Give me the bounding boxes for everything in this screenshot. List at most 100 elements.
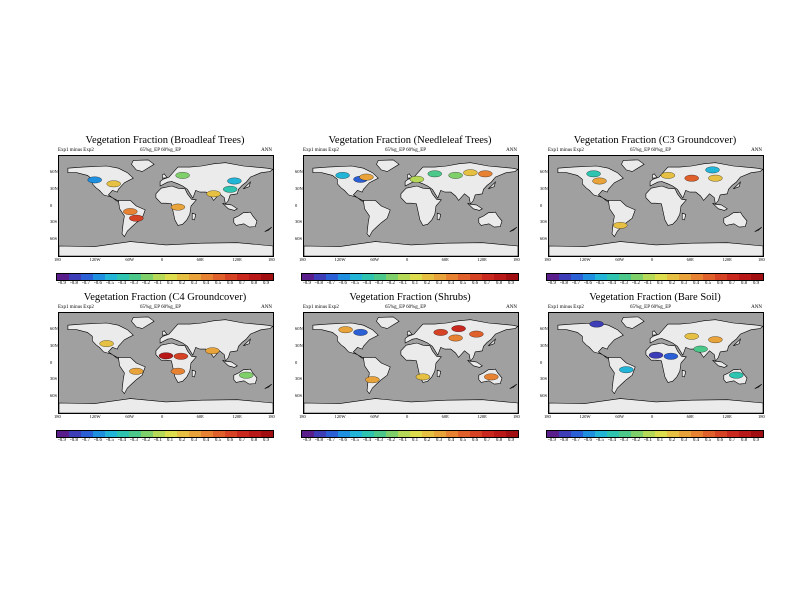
- colorbar-tick-label: -0.9: [303, 281, 311, 286]
- continent-north-america: [557, 165, 624, 202]
- lon-tick-label: 0: [406, 414, 409, 419]
- colorbar-swatch: [189, 431, 201, 437]
- continent-greenland: [376, 316, 400, 329]
- colorbar: [56, 430, 274, 438]
- colorbar-swatch: [314, 431, 326, 437]
- colorbar-tick-label: 0.8: [250, 281, 258, 286]
- colorbar-swatch: [141, 274, 153, 280]
- colorbar-swatch: [57, 274, 69, 280]
- continent-madagascar: [436, 212, 442, 221]
- lon-tick-label: 120W: [89, 414, 101, 419]
- colorbar-tick-label: 0.3: [435, 281, 443, 286]
- continent-greenland: [131, 316, 155, 329]
- data-patch: [335, 172, 350, 179]
- lon-tick-label: 60E: [196, 414, 204, 419]
- colorbar-swatch: [494, 274, 506, 280]
- chart-subtitle-left: Exp1 minus Exp2: [303, 148, 339, 153]
- colorbar-tick-label: -0.4: [363, 438, 371, 443]
- colorbar-swatch: [93, 274, 105, 280]
- continent-indonesia: [712, 202, 728, 211]
- colorbar-swatch: [703, 274, 715, 280]
- colorbar-tick-label: 0.5: [459, 281, 467, 286]
- colorbar-tick-label: 0.6: [226, 438, 234, 443]
- colorbar-tick-label: 0.2: [668, 281, 676, 286]
- colorbar-swatch: [410, 431, 422, 437]
- data-patch: [106, 180, 121, 188]
- colorbar-tick-label: 0.3: [680, 438, 688, 443]
- lat-tick-label: 30S: [50, 219, 58, 225]
- data-patch: [170, 367, 186, 375]
- colorbar-tick-label: 0.3: [190, 281, 198, 286]
- lon-tick-label: 120E: [722, 257, 732, 262]
- colorbar-swatch: [631, 431, 643, 437]
- continent-japan: [733, 181, 741, 190]
- colorbar-swatch: [93, 431, 105, 437]
- continent-new-zealand: [754, 226, 763, 232]
- data-patch: [463, 169, 478, 177]
- data-patch: [205, 347, 220, 355]
- data-patch: [705, 166, 720, 174]
- data-patch: [158, 352, 174, 360]
- lat-tick-label: 60N: [540, 326, 548, 332]
- lon-tick-label: 120E: [477, 414, 487, 419]
- chart-title: Vegetation Fraction (Broadleaf Trees): [85, 135, 245, 146]
- colorbar-tick-label: -0.9: [548, 281, 556, 286]
- colorbar-swatch: [249, 431, 261, 437]
- data-patch: [684, 174, 699, 182]
- colorbar-swatch: [398, 431, 410, 437]
- colorbar-tick-label: -0.9: [548, 438, 556, 443]
- colorbar-ticks: -0.9 -0.8 -0.7 -0.6 -0.5 -0.4 -0.3 -0.2 -0.1 0.1 0…: [301, 281, 517, 287]
- continent-madagascar: [191, 369, 197, 378]
- colorbar-tick-label: -0.2: [142, 438, 150, 443]
- colorbar-tick-label: 0.5: [214, 281, 222, 286]
- colorbar-swatch: [583, 274, 595, 280]
- continent-indonesia: [467, 202, 483, 211]
- colorbar-swatch: [559, 431, 571, 437]
- colorbar-tick-label: -0.5: [596, 438, 604, 443]
- colorbar-tick-label: -0.9: [303, 438, 311, 443]
- colorbar-swatch: [374, 431, 386, 437]
- colorbar-tick-label: 0.7: [728, 438, 736, 443]
- lon-tick-label: 180: [268, 414, 275, 419]
- colorbar-tick-label: -0.8: [560, 438, 568, 443]
- colorbar-swatch: [667, 431, 679, 437]
- colorbar: [56, 273, 274, 281]
- lat-tick-label: 60N: [50, 326, 58, 332]
- colorbar-swatch: [57, 431, 69, 437]
- colorbar-swatch: [458, 274, 470, 280]
- data-patch: [427, 170, 442, 178]
- colorbar-tick-label: -0.3: [375, 438, 383, 443]
- colorbar-tick-label: 0.2: [668, 438, 676, 443]
- colorbar-swatch: [129, 274, 141, 280]
- continent-madagascar: [681, 369, 687, 378]
- lat-tick-label: 30N: [295, 342, 303, 348]
- colorbar-tick-label: -0.9: [58, 438, 66, 443]
- continent-antarctica: [549, 241, 763, 256]
- chart-title: Vegetation Fraction (Bare Soil): [589, 292, 721, 303]
- lat-tick-label: 30S: [540, 376, 548, 382]
- chart-subtitle-left: Exp1 minus Exp2: [548, 305, 584, 310]
- continent-greenland: [621, 159, 645, 172]
- colorbar-tick-label: -0.4: [118, 281, 126, 286]
- colorbar-swatch: [506, 274, 518, 280]
- world-map: [549, 159, 763, 256]
- continent-antarctica: [59, 241, 273, 256]
- data-patch: [175, 172, 190, 179]
- colorbar-swatch: [177, 431, 189, 437]
- colorbar-tick-label: 0.9: [262, 438, 270, 443]
- lon-tick-label: 60W: [615, 414, 625, 419]
- colorbar-swatch: [547, 431, 559, 437]
- colorbar-swatch: [225, 274, 237, 280]
- lon-tick-label: 60W: [125, 414, 135, 419]
- continent-europe-asia: [159, 162, 273, 206]
- lon-tick-label: 0: [406, 257, 409, 262]
- continent-madagascar: [436, 369, 442, 378]
- continent-europe-asia: [649, 319, 763, 363]
- colorbar-swatch: [751, 431, 763, 437]
- colorbar-swatch: [386, 274, 398, 280]
- continent-madagascar: [681, 212, 687, 221]
- lat-tick-label: 0: [295, 202, 298, 208]
- continent-south-america: [118, 357, 146, 395]
- continent-europe-asia: [649, 162, 763, 206]
- continent-indonesia: [222, 202, 238, 211]
